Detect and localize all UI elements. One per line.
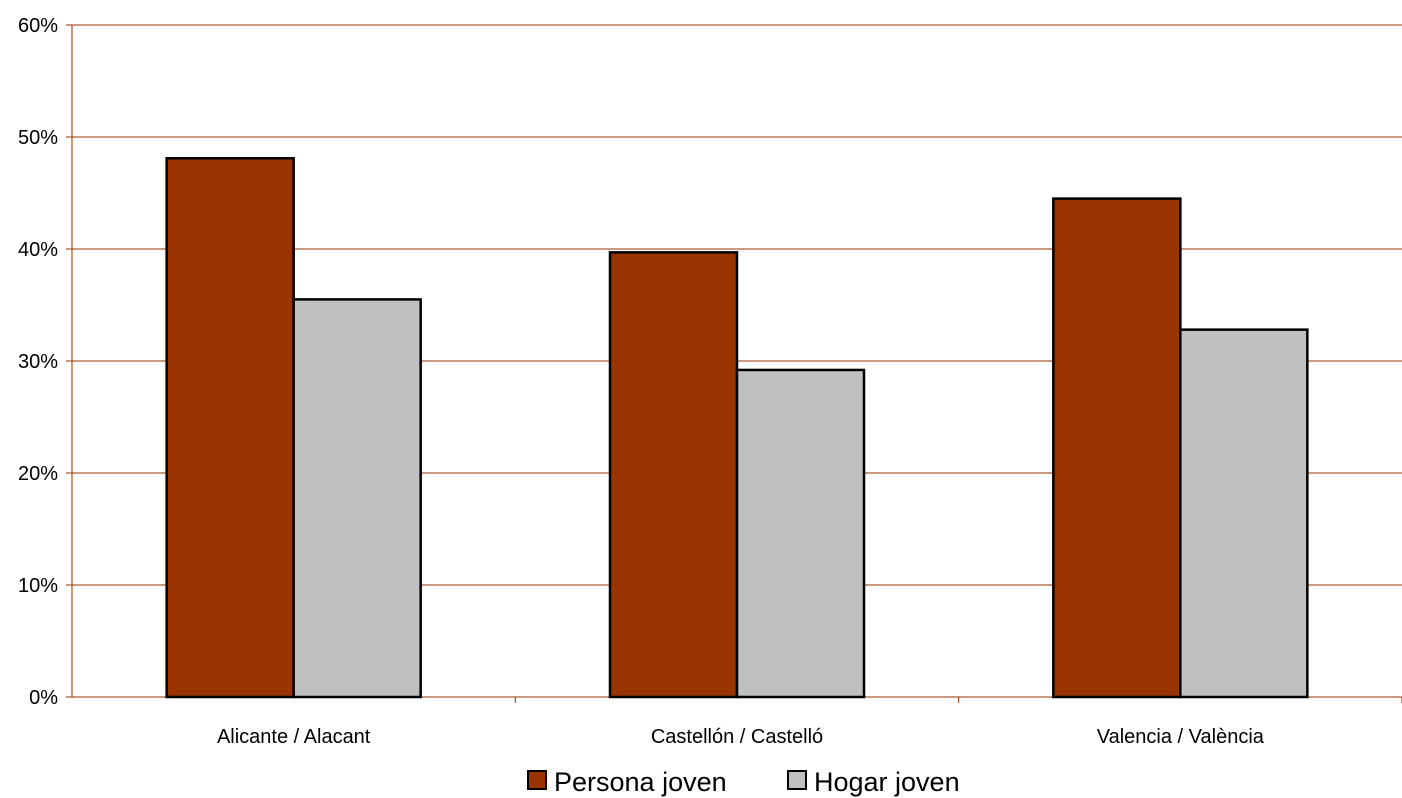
x-axis-ticks: Alicante / Alacant Castellón / Castelló Va… [217, 697, 1402, 748]
bar-hogar-joven [292, 298, 422, 699]
bar-persona-joven [608, 251, 739, 699]
x-category-label: Alicante / Alacant [217, 726, 371, 748]
bars [165, 157, 1309, 699]
y-tick-label: 50% [18, 127, 58, 149]
bar-persona-joven [165, 157, 295, 699]
y-tick-label: 10% [18, 575, 58, 597]
bar-persona-joven [1052, 197, 1182, 699]
legend-swatch [527, 770, 547, 790]
y-tick-label: 0% [29, 687, 58, 709]
legend-swatch [787, 770, 807, 790]
x-category-label: Castellón / Castelló [651, 726, 823, 748]
x-category-label: Valencia / València [1097, 726, 1265, 748]
y-axis-ticks: 0% 10% 20% 30% 40% 50% 60% [18, 15, 72, 709]
bar-hogar-joven [735, 368, 866, 699]
legend-label: Hogar joven [814, 767, 960, 797]
legend-label: Persona joven [554, 767, 727, 797]
y-tick-label: 30% [18, 351, 58, 373]
legend: Persona joven Hogar joven [527, 767, 960, 797]
y-tick-label: 40% [18, 239, 58, 261]
y-tick-label: 20% [18, 463, 58, 485]
y-tick-label: 60% [18, 15, 58, 37]
bar-hogar-joven [1179, 328, 1309, 699]
